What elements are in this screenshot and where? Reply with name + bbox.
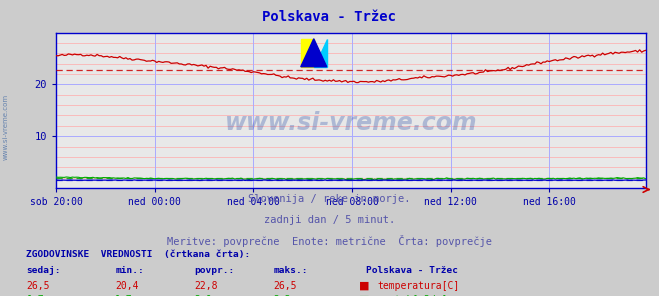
Text: sedaj:: sedaj:: [26, 266, 61, 275]
Text: 20,4: 20,4: [115, 281, 139, 291]
Text: 26,5: 26,5: [273, 281, 297, 291]
Text: 22,8: 22,8: [194, 281, 218, 291]
Text: pretok[m3/s]: pretok[m3/s]: [377, 295, 447, 296]
Text: www.si-vreme.com: www.si-vreme.com: [2, 94, 9, 160]
Text: temperatura[C]: temperatura[C]: [377, 281, 459, 291]
Text: Slovenija / reke in morje.: Slovenija / reke in morje.: [248, 194, 411, 204]
Text: 26,5: 26,5: [26, 281, 50, 291]
Text: maks.:: maks.:: [273, 266, 308, 275]
Text: www.si-vreme.com: www.si-vreme.com: [225, 111, 477, 135]
Text: Polskava - Tržec: Polskava - Tržec: [262, 10, 397, 24]
Text: ZGODOVINSKE  VREDNOSTI  (črtkana črta):: ZGODOVINSKE VREDNOSTI (črtkana črta):: [26, 250, 250, 259]
Text: min.:: min.:: [115, 266, 144, 275]
Text: 2,0: 2,0: [194, 295, 212, 296]
Text: 1,7: 1,7: [115, 295, 133, 296]
Text: ■: ■: [359, 281, 370, 291]
Bar: [301, 39, 314, 67]
Text: ■: ■: [359, 295, 370, 296]
Text: povpr.:: povpr.:: [194, 266, 235, 275]
Text: 2,3: 2,3: [273, 295, 291, 296]
Text: zadnji dan / 5 minut.: zadnji dan / 5 minut.: [264, 215, 395, 225]
Text: 1,7: 1,7: [26, 295, 44, 296]
Text: Polskava - Tržec: Polskava - Tržec: [366, 266, 458, 275]
Polygon shape: [301, 39, 327, 67]
Polygon shape: [314, 39, 327, 67]
Text: Meritve: povprečne  Enote: metrične  Črta: povprečje: Meritve: povprečne Enote: metrične Črta:…: [167, 235, 492, 247]
